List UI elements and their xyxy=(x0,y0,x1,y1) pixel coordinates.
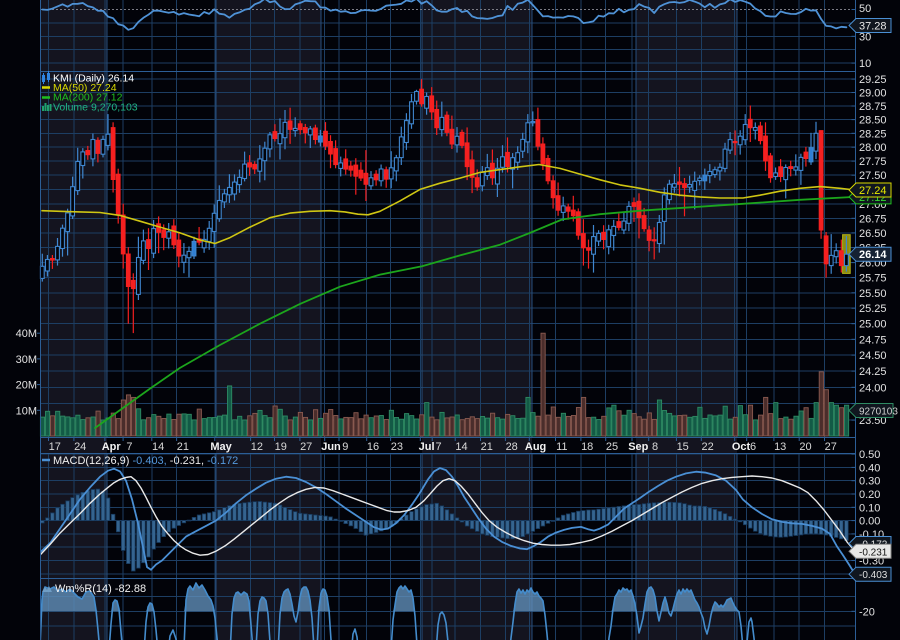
svg-text:27.75: 27.75 xyxy=(859,156,887,168)
svg-text:0.10: 0.10 xyxy=(859,502,880,514)
svg-text:-20: -20 xyxy=(859,606,875,618)
svg-text:27.24: 27.24 xyxy=(859,185,887,197)
svg-text:24.00: 24.00 xyxy=(859,382,887,394)
svg-text:9270103: 9270103 xyxy=(859,407,898,418)
svg-text:26.14: 26.14 xyxy=(859,249,887,261)
svg-text:Apr: Apr xyxy=(102,441,122,453)
svg-text:24: 24 xyxy=(74,441,86,453)
svg-text:9: 9 xyxy=(342,441,348,453)
svg-text:25.75: 25.75 xyxy=(859,273,887,285)
svg-text:8: 8 xyxy=(652,441,658,453)
svg-text:MA(200) 27.12: MA(200) 27.12 xyxy=(53,92,123,104)
svg-text:30M: 30M xyxy=(16,354,37,366)
svg-text:Jul: Jul xyxy=(419,441,435,453)
svg-text:23: 23 xyxy=(391,441,403,453)
svg-text:25: 25 xyxy=(606,441,618,453)
svg-text:10: 10 xyxy=(859,58,871,70)
svg-text:29.00: 29.00 xyxy=(859,88,887,100)
svg-text:25.25: 25.25 xyxy=(859,303,887,315)
svg-text:22: 22 xyxy=(701,441,713,453)
svg-text:0.50: 0.50 xyxy=(859,449,880,461)
svg-text:15: 15 xyxy=(677,441,689,453)
svg-text:26.50: 26.50 xyxy=(859,228,887,240)
svg-text:27: 27 xyxy=(300,441,312,453)
svg-text:May: May xyxy=(210,441,232,453)
svg-text:30: 30 xyxy=(859,31,871,43)
svg-text:28.25: 28.25 xyxy=(859,128,887,140)
svg-text:18: 18 xyxy=(581,441,593,453)
svg-text:21: 21 xyxy=(481,441,493,453)
svg-text:-0.231: -0.231 xyxy=(859,547,888,558)
svg-text:14: 14 xyxy=(152,441,164,453)
svg-text:0.30: 0.30 xyxy=(859,476,880,488)
svg-text:13: 13 xyxy=(774,441,786,453)
svg-text:10M: 10M xyxy=(16,405,37,417)
svg-text:12: 12 xyxy=(251,441,263,453)
svg-text:24.50: 24.50 xyxy=(859,350,887,362)
svg-text:0.20: 0.20 xyxy=(859,489,880,501)
svg-text:Volume 9,270,103: Volume 9,270,103 xyxy=(53,102,138,114)
svg-text:50: 50 xyxy=(859,3,871,15)
svg-text:23.50: 23.50 xyxy=(859,415,887,427)
svg-text:25.00: 25.00 xyxy=(859,319,887,331)
svg-text:Aug: Aug xyxy=(525,441,546,453)
svg-text:28.75: 28.75 xyxy=(859,101,887,113)
svg-text:28: 28 xyxy=(506,441,518,453)
svg-text:20: 20 xyxy=(799,441,811,453)
svg-text:6: 6 xyxy=(750,441,756,453)
svg-text:27: 27 xyxy=(825,441,837,453)
svg-text:40M: 40M xyxy=(16,328,37,340)
svg-text:KMI (Daily) 26.14: KMI (Daily) 26.14 xyxy=(53,73,134,85)
svg-text:20M: 20M xyxy=(16,380,37,392)
svg-text:16: 16 xyxy=(367,441,379,453)
svg-text:26.75: 26.75 xyxy=(859,213,887,225)
svg-text:11: 11 xyxy=(556,441,567,453)
svg-text:Wm%R(14) -82.88: Wm%R(14) -82.88 xyxy=(55,583,146,595)
svg-text:28.50: 28.50 xyxy=(859,115,887,127)
svg-text:27.50: 27.50 xyxy=(859,170,887,182)
svg-text:7: 7 xyxy=(435,441,441,453)
svg-text:0.00: 0.00 xyxy=(859,516,880,528)
svg-text:21: 21 xyxy=(177,441,189,453)
svg-text:MACD(12,26,9) -0.403, -0.231,: MACD(12,26,9) -0.403, -0.231, -0.172 xyxy=(53,455,238,467)
svg-text:37.28: 37.28 xyxy=(859,21,887,33)
svg-text:28.00: 28.00 xyxy=(859,142,887,154)
svg-text:Sep: Sep xyxy=(628,441,648,453)
svg-text:24.75: 24.75 xyxy=(859,334,887,346)
svg-text:-0.403: -0.403 xyxy=(859,570,888,581)
svg-text:7: 7 xyxy=(126,441,132,453)
svg-text:Oct: Oct xyxy=(732,441,751,453)
svg-text:14: 14 xyxy=(455,441,467,453)
svg-text:19: 19 xyxy=(275,441,287,453)
svg-text:25.50: 25.50 xyxy=(859,288,887,300)
svg-text:0.40: 0.40 xyxy=(859,462,880,474)
svg-text:Jun: Jun xyxy=(321,441,341,453)
svg-text:24.25: 24.25 xyxy=(859,366,887,378)
svg-text:29.25: 29.25 xyxy=(859,74,887,86)
svg-text:MA(50) 27.24: MA(50) 27.24 xyxy=(53,82,117,94)
svg-text:17: 17 xyxy=(49,441,61,453)
